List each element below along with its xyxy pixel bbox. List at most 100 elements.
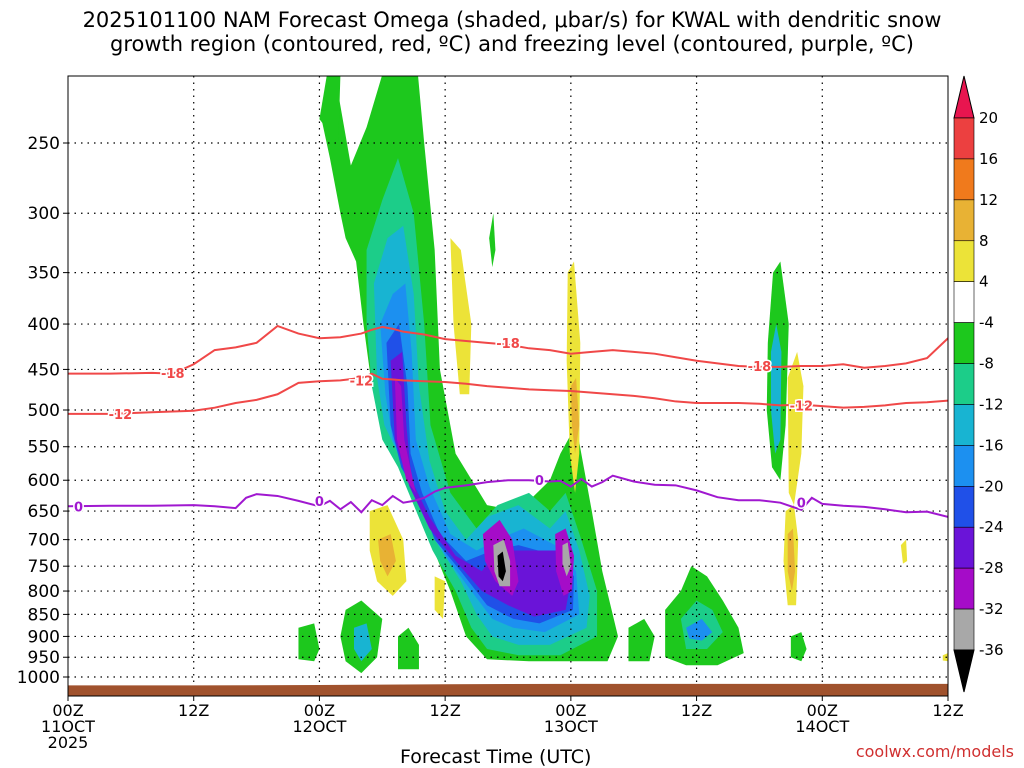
colorbar-label-0: 20 <box>979 109 998 127</box>
colorbar-label-12: -32 <box>979 600 1004 618</box>
y-tick-label-350: 350 <box>28 264 60 284</box>
contour-label--18C: -18 <box>748 360 772 375</box>
x-tick-label-84-0: 12Z <box>932 701 963 720</box>
terrain-ground <box>68 683 948 696</box>
colorbar-bottom-triangle <box>953 649 975 693</box>
chart-title-line-2: growth region (contoured, red, ºC) and f… <box>110 32 914 56</box>
omega-shading <box>298 76 948 674</box>
y-tick-label-850: 850 <box>28 605 60 625</box>
omega-fleck-40h <box>489 213 496 268</box>
colorbar-label-7: -12 <box>979 395 1004 413</box>
omega-region-minus28 <box>394 377 416 493</box>
contour-line-0C <box>68 474 948 518</box>
colorbar-label-9: -20 <box>979 477 1004 495</box>
x-tick-label-12-0: 12Z <box>178 701 209 720</box>
y-tick-label-600: 600 <box>28 471 60 491</box>
omega-pos-48h-8 <box>570 377 580 454</box>
omega-pos-84h <box>942 653 948 662</box>
colorbar-label-8: -16 <box>979 436 1004 454</box>
x-tick-label-0-2: 2025 <box>48 733 89 752</box>
y-tick-label-700: 700 <box>28 531 60 551</box>
omega-pos-69h-8 <box>787 528 796 592</box>
omega-region-minus24 <box>390 351 571 617</box>
x-tick-label-72-0: 00Z <box>807 701 838 720</box>
x-axis-label: Forecast Time (UTC) <box>400 746 592 768</box>
colorbar-label-4: 4 <box>979 273 989 291</box>
omega-column-68h-12 <box>770 324 782 454</box>
colorbar-label-5: -4 <box>979 314 994 332</box>
x-tick-label-72-1: 14OCT <box>795 717 849 736</box>
omega-blob-27h-inner <box>354 623 372 662</box>
colorbar-box-13 <box>953 608 975 651</box>
y-tick-label-900: 900 <box>28 627 60 647</box>
y-axis: 2503003504004505005506006507007508008509… <box>17 134 68 688</box>
y-tick-label-400: 400 <box>28 315 60 335</box>
colorbar-label-11: -28 <box>979 559 1004 577</box>
colorbar-box-7 <box>953 363 975 405</box>
colorbar-box-3 <box>953 199 975 242</box>
terrain-fill <box>68 683 948 696</box>
omega-region-minus16 <box>380 283 580 633</box>
omega-pos-30h-8 <box>378 534 396 577</box>
colorbar-label-6: -8 <box>979 355 994 373</box>
colorbar-box-4 <box>953 240 975 282</box>
colorbar: 20 16 12 8 4 -4 -8 -12 -16 -20 -24 -28 -32 -36 <box>953 75 1004 693</box>
omega-core2-minus32 <box>562 542 571 577</box>
x-tick-label-48-0: 00Z <box>555 701 586 720</box>
y-tick-label-500: 500 <box>28 401 60 421</box>
contour-label-0C: 0 <box>74 500 83 515</box>
colorbar-box-1 <box>953 117 975 160</box>
x-tick-label-24-1: 12OCT <box>292 717 346 736</box>
colorbar-label-1: 16 <box>979 150 998 168</box>
plot-frame <box>67 75 949 697</box>
omega-pos-35h <box>434 576 446 619</box>
y-tick-label-300: 300 <box>28 204 60 224</box>
colorbar-box-5 <box>953 281 975 323</box>
y-tick-label-1000: 1000 <box>17 668 60 688</box>
contour-label--18C: -18 <box>161 367 185 382</box>
y-tick-label-450: 450 <box>28 360 60 380</box>
x-tick-label-24-0: 00Z <box>304 701 335 720</box>
contour-line--18C <box>68 324 948 375</box>
contour-label--12C: -12 <box>790 399 814 414</box>
y-tick-label-800: 800 <box>28 582 60 602</box>
contour-label-0C: 0 <box>535 474 544 489</box>
x-tick-label-0-0: 00Z <box>52 701 83 720</box>
omega-blob-22h <box>298 623 320 662</box>
omega-pos-80h <box>900 539 908 564</box>
y-tick-label-950: 950 <box>28 648 60 668</box>
y-tick-label-250: 250 <box>28 134 60 154</box>
contour-label--12C: -12 <box>350 374 374 389</box>
contour-label-0C: 0 <box>797 497 806 512</box>
omega-blob-69h <box>790 632 807 662</box>
x-tick-label-36-0: 12Z <box>429 701 460 720</box>
omega-region-minus20 <box>386 324 574 624</box>
x-tick-label-60-0: 12Z <box>681 701 712 720</box>
y-tick-label-750: 750 <box>28 557 60 577</box>
colorbar-box-11 <box>953 526 975 569</box>
colorbar-box-12 <box>953 567 975 610</box>
y-tick-label-650: 650 <box>28 502 60 522</box>
colorbar-label-2: 12 <box>979 191 998 209</box>
colorbar-label-13: -36 <box>979 641 1004 659</box>
omega-pos-69h <box>787 351 804 506</box>
colorbar-label-3: 8 <box>979 232 989 250</box>
y-tick-label-550: 550 <box>28 438 60 458</box>
omega-top-fleck <box>319 76 341 143</box>
colorbar-box-10 <box>953 486 975 528</box>
colorbar-box-6 <box>953 322 975 364</box>
chart-title-line-1: 2025101100 NAM Forecast Omega (shaded, μ… <box>82 8 942 32</box>
contour-label-0C: 0 <box>315 495 324 510</box>
contour-line--12C <box>68 372 948 415</box>
x-tick-label-48-1: 13OCT <box>544 717 598 736</box>
omega-core-minus36 <box>497 551 506 582</box>
omega-blob-54h <box>628 618 655 662</box>
omega-blob-60h-16 <box>686 618 713 641</box>
omega-pos-37h <box>450 238 472 395</box>
colorbar-top-triangle <box>953 75 975 119</box>
colorbar-box-9 <box>953 445 975 487</box>
contour-lines: -18 -18 -18 -12 -12 -12 0 0 0 0 <box>68 324 948 518</box>
credit-text: coolwx.com/models <box>855 742 1014 761</box>
